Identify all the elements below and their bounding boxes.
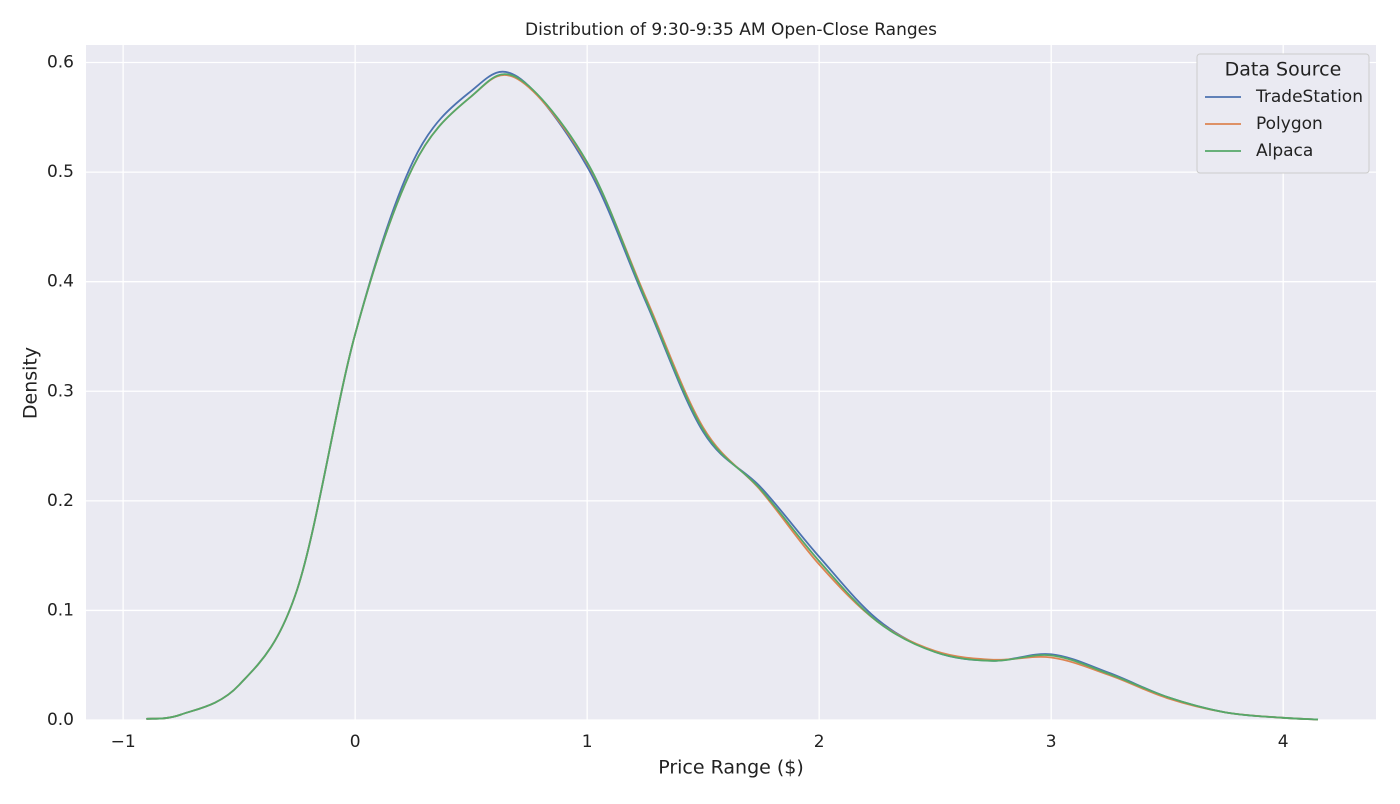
chart-title: Distribution of 9:30-9:35 AM Open-Close … (525, 20, 937, 40)
x-axis-label: Price Range ($) (658, 757, 804, 779)
x-tick-label: 1 (582, 732, 593, 752)
x-tick-label: 4 (1278, 732, 1289, 752)
legend-label: Polygon (1256, 114, 1323, 134)
y-tick-label: 0.4 (47, 272, 74, 292)
density-line (146, 73, 1319, 721)
y-tick-label: 0.1 (47, 600, 74, 620)
y-tick-label: 0.5 (47, 162, 74, 182)
legend-label: Alpaca (1256, 141, 1313, 161)
y-axis-label: Density (20, 347, 42, 419)
x-tick-label: 2 (814, 732, 825, 752)
x-tick-label: 0 (350, 732, 361, 752)
x-tick-label: −1 (111, 732, 136, 752)
legend-title: Data Source (1225, 59, 1342, 81)
x-tick-label: 3 (1046, 732, 1057, 752)
y-tick-label: 0.0 (47, 710, 74, 730)
plot-area (86, 45, 1376, 720)
y-tick-label: 0.3 (47, 381, 74, 401)
legend-box (1196, 53, 1370, 174)
y-tick-label: 0.6 (47, 53, 74, 73)
legend-label: TradeStation (1255, 87, 1363, 107)
y-tick-label: 0.2 (47, 491, 74, 511)
